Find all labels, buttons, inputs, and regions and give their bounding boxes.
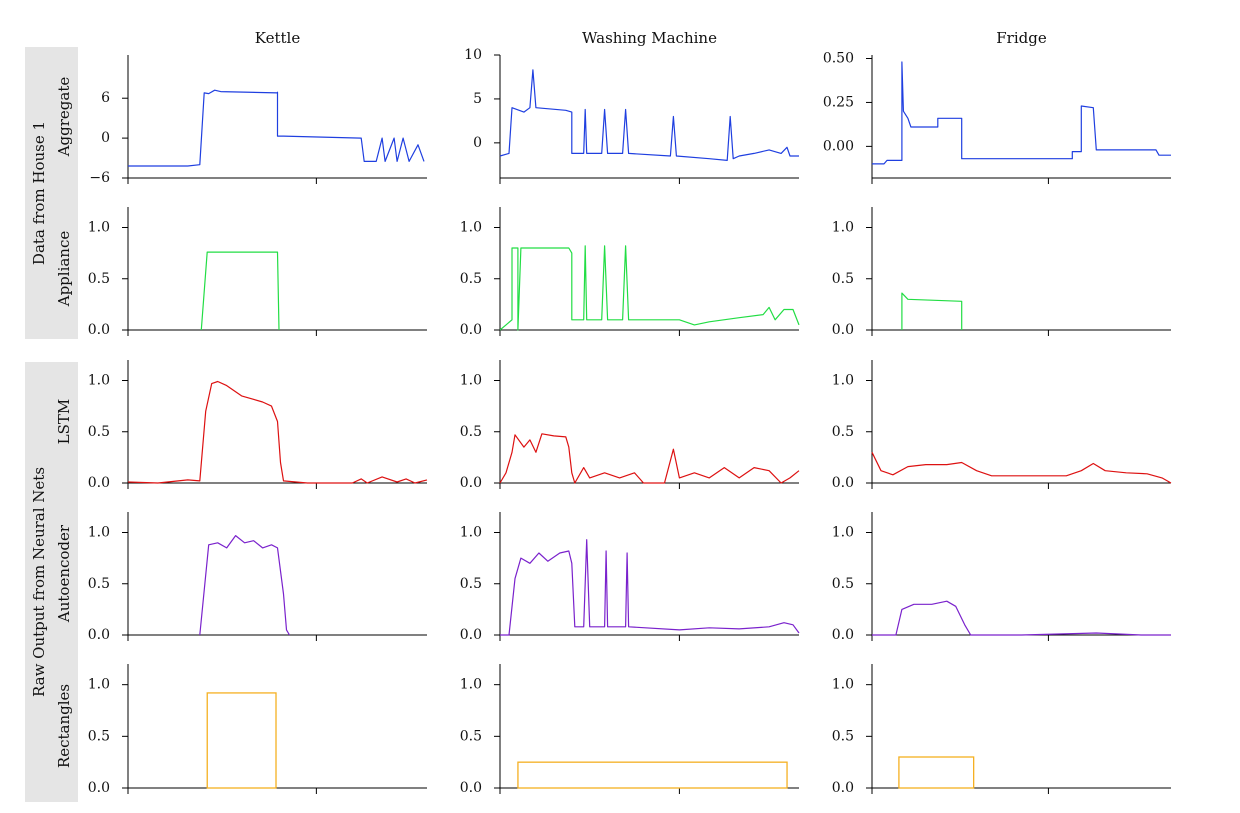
series-line (872, 600, 1171, 636)
y-tick-label: 0.50 (823, 51, 854, 67)
series-line (871, 452, 1172, 484)
y-tick-label: 0 (473, 135, 482, 151)
chart-panel: 0 5 10 (464, 47, 799, 184)
row-group-backgrounds: Data from House 1 Raw Output from Neural … (25, 47, 78, 802)
y-tick-label: 0.0 (460, 627, 482, 643)
chart-panel: 0.0 0.5 1.0 (88, 664, 427, 796)
chart-panel: 0.0 0.5 1.0 (832, 360, 1172, 491)
y-tick-label: 1.0 (832, 677, 854, 693)
y-tick-label: 1.0 (832, 373, 854, 389)
row-group-label: Data from House 1 (30, 121, 48, 265)
y-tick-label: 0.5 (460, 424, 482, 440)
column-title: Kettle (255, 29, 301, 47)
chart-panel: 0.0 0.5 1.0 (832, 207, 1171, 338)
y-tick-label: 1.0 (88, 677, 110, 693)
chart-panel: 0.0 0.5 1.0 (460, 512, 800, 643)
y-tick-label: 0.0 (832, 627, 854, 643)
row-group-label: Raw Output from Neural Nets (30, 467, 48, 697)
y-tick-label: 1.0 (460, 677, 482, 693)
chart-panel: 0.00 0.25 0.50 (823, 51, 1171, 184)
y-tick-label: 1.0 (460, 220, 482, 236)
row-label: Autoencoder (55, 524, 73, 623)
y-tick-label: 5 (473, 91, 482, 107)
y-tick-label: 0.5 (460, 271, 482, 287)
y-tick-label: 0.0 (88, 780, 110, 796)
series-line (127, 380, 428, 484)
y-tick-label: 1.0 (460, 525, 482, 541)
series-line (500, 539, 800, 636)
column-title: Fridge (996, 29, 1047, 47)
series-line (499, 69, 799, 161)
y-tick-label: 0.0 (832, 322, 854, 338)
series-line (901, 292, 963, 330)
y-tick-label: 0.5 (832, 271, 854, 287)
activation-rectangle (517, 761, 788, 789)
chart-panel: 0.0 0.5 1.0 (460, 664, 799, 796)
y-tick-label: −6 (89, 170, 110, 186)
chart-panel: −6 0 6 (89, 55, 427, 186)
series-line (872, 61, 1171, 165)
y-tick-label: 1.0 (832, 220, 854, 236)
chart-panel: 0.0 0.5 1.0 (88, 360, 428, 491)
y-tick-label: 0.5 (832, 576, 854, 592)
activation-rectangle (206, 692, 277, 789)
y-tick-label: 0.0 (460, 475, 482, 491)
row-label: Appliance (55, 231, 73, 308)
y-tick-label: 1.0 (88, 373, 110, 389)
y-tick-label: 0.5 (88, 728, 110, 744)
y-tick-label: 0 (101, 130, 110, 146)
chart-panel: 0.0 0.5 1.0 (460, 360, 800, 491)
column-titles: Kettle Washing Machine Fridge (255, 29, 1047, 47)
row-label: Rectangles (55, 684, 73, 768)
y-tick-label: 0.0 (460, 780, 482, 796)
y-tick-label: 0.0 (88, 322, 110, 338)
y-tick-label: 0.5 (88, 424, 110, 440)
y-tick-label: 0.5 (460, 576, 482, 592)
chart-panel: 0.0 0.5 1.0 (88, 512, 427, 643)
row-label: LSTM (55, 399, 73, 445)
y-tick-label: 1.0 (460, 373, 482, 389)
row-group-background (25, 362, 78, 802)
y-tick-label: 0.0 (832, 475, 854, 491)
y-tick-label: 0.5 (88, 271, 110, 287)
series-line (200, 251, 280, 331)
y-tick-label: 0.0 (88, 627, 110, 643)
y-tick-label: 6 (101, 90, 110, 106)
y-tick-label: 0.5 (832, 424, 854, 440)
y-tick-label: 0.5 (88, 576, 110, 592)
row-label: Aggregate (55, 77, 73, 158)
y-tick-label: 1.0 (88, 220, 110, 236)
chart-panel: 0.0 0.5 1.0 (832, 512, 1171, 643)
y-tick-label: 0.0 (832, 780, 854, 796)
chart-panels: −60605100.000.250.500.00.51.00.00.51.00.… (88, 47, 1172, 796)
series-line (128, 89, 425, 167)
y-tick-label: 0.0 (460, 322, 482, 338)
chart-panel: 0.0 0.5 1.0 (88, 207, 427, 338)
y-tick-label: 0.0 (88, 475, 110, 491)
series-line (199, 535, 291, 636)
series-line (499, 433, 800, 484)
y-tick-label: 10 (464, 47, 482, 63)
y-tick-label: 0.00 (823, 138, 854, 154)
row-group-background (25, 47, 78, 339)
y-tick-label: 1.0 (832, 525, 854, 541)
y-tick-label: 0.5 (832, 728, 854, 744)
y-tick-label: 1.0 (88, 525, 110, 541)
series-line (499, 245, 800, 331)
chart-panel: 0.0 0.5 1.0 (832, 664, 1171, 796)
y-tick-label: 0.5 (460, 728, 482, 744)
activation-rectangle (898, 756, 975, 789)
y-tick-label: 0.25 (823, 94, 854, 110)
column-title: Washing Machine (582, 29, 717, 47)
chart-panel: 0.0 0.5 1.0 (460, 207, 800, 338)
